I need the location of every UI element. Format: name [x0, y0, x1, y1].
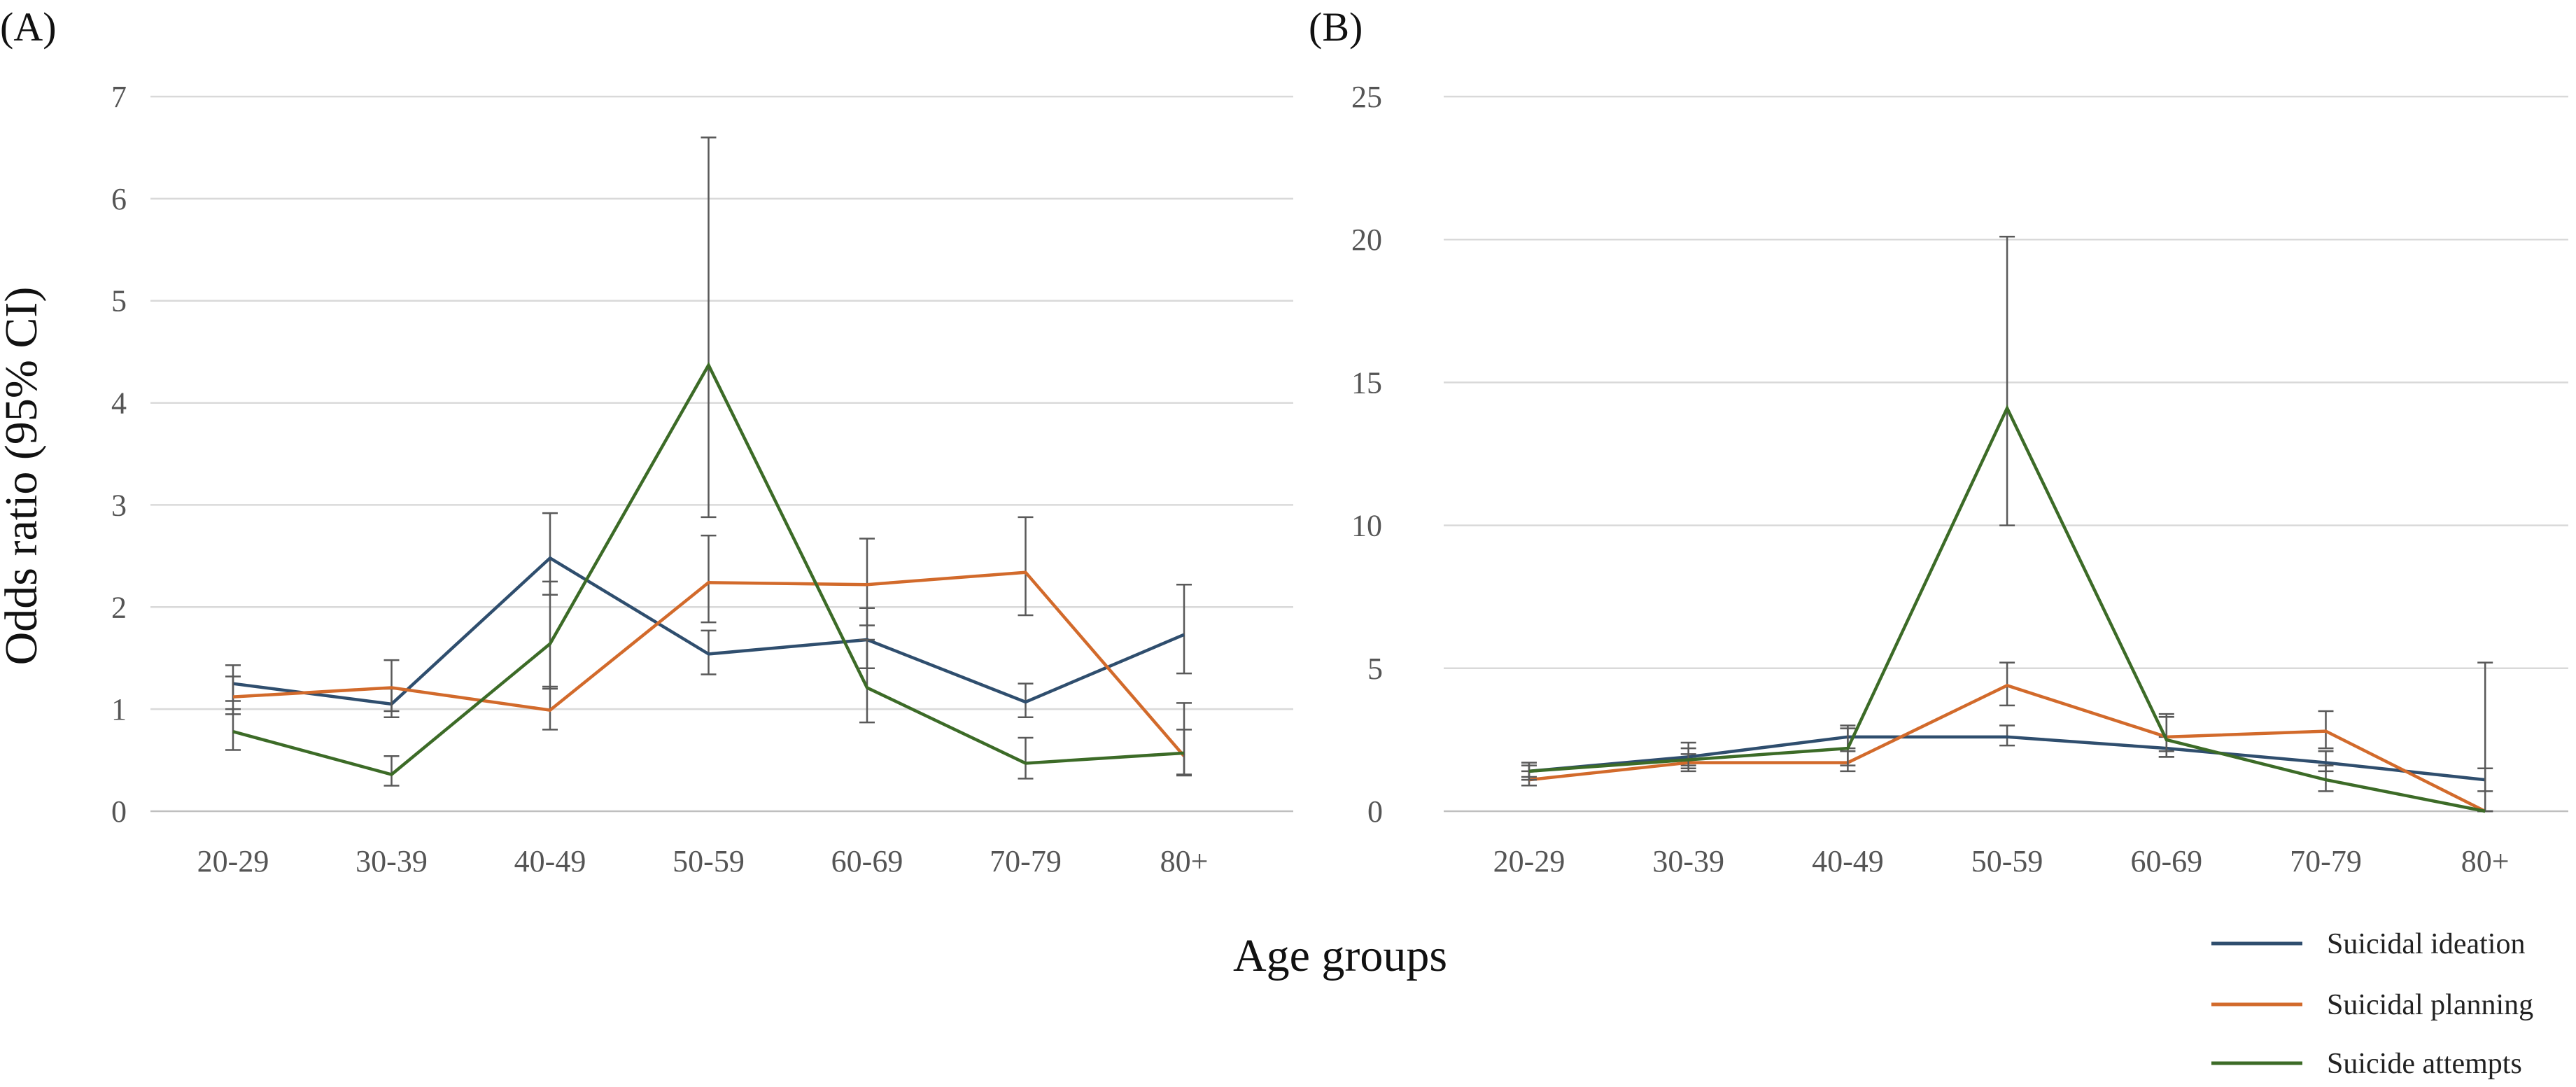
error-bar: [2477, 661, 2493, 813]
panel-b-series-suicidal-ideation: [1521, 724, 2493, 792]
series-line-suicide-attempts: [1528, 404, 2486, 813]
error-bar: [1999, 235, 2015, 526]
panel-b-x-tick-label: 20-29: [1493, 844, 1565, 878]
panel-b-series-suicide-attempts: [1521, 235, 2493, 813]
panel-b-x-tick-label: 30-39: [1652, 844, 1724, 878]
panel-a-gridlines: [150, 95, 1293, 813]
panel-a-series-suicidal-planning: [225, 516, 1192, 776]
panel-b-y-tick-label: 10: [1351, 509, 1382, 543]
panel-b-y-tick-label: 5: [1367, 652, 1383, 686]
panel-a-x-tick-label: 70-79: [990, 844, 1062, 878]
panel-b: (B) 0 5 10 15 20 25 20-29 30-39 40-49 50-59 60-69…: [1309, 4, 2568, 878]
panel-a-y-tick-label: 0: [111, 794, 127, 829]
panel-a: (A) 0 1 2 3 4 5 6 7 20-29 30-39 40-49 50-59 60-69 70…: [0, 4, 1293, 878]
error-bar: [1680, 741, 1696, 769]
error-bar: [1176, 702, 1192, 777]
panel-a-y-tick-label: 7: [111, 80, 127, 114]
error-bar: [225, 708, 241, 751]
panel-b-y-tick-label: 25: [1351, 80, 1382, 114]
panel-a-y-tick-label: 5: [111, 284, 127, 318]
panel-a-x-tick-label: 60-69: [831, 844, 903, 878]
panel-a-x-tick-label: 50-59: [673, 844, 745, 878]
panel-a-x-tick-label: 80+: [1160, 844, 1209, 878]
error-bar: [383, 755, 400, 787]
panel-b-x-tick-label: 40-49: [1812, 844, 1884, 878]
panel-a-x-tick-label: 40-49: [514, 844, 586, 878]
series-line-suicide-attempts: [232, 361, 1185, 776]
panel-b-y-tick-label: 15: [1351, 365, 1382, 400]
error-bar: [859, 538, 875, 626]
error-bar: [1018, 516, 1034, 617]
panel-a-series-suicide-attempts: [225, 136, 1192, 787]
legend-item-attempts: Suicide attempts: [2211, 1048, 2522, 1080]
panel-b-series: [1521, 235, 2493, 813]
series-line-suicidal-planning: [232, 570, 1185, 757]
panel-a-x-tick-label: 20-29: [197, 844, 269, 878]
error-bar: [542, 580, 558, 690]
legend-item-ideation: Suicidal ideation: [2211, 928, 2525, 960]
error-bar: [1018, 736, 1034, 780]
legend-item-planning: Suicidal planning: [2211, 989, 2533, 1021]
legend-label-ideation: Suicidal ideation: [2327, 928, 2525, 960]
panel-b-x-tick-label: 60-69: [2130, 844, 2202, 878]
panel-a-y-tick-label: 3: [111, 488, 127, 522]
error-bar: [383, 659, 400, 713]
legend-label-planning: Suicidal planning: [2327, 989, 2533, 1021]
error-bar: [859, 638, 875, 724]
x-axis-title: Age groups: [1233, 930, 1447, 981]
panel-a-series: [225, 136, 1192, 787]
panel-a-y-tick-label: 1: [111, 692, 127, 727]
panel-b-x-tick-label: 50-59: [1971, 844, 2043, 878]
y-axis-title: Odds ratio (95% CI): [0, 287, 47, 666]
panel-b-gridlines: [1444, 95, 2568, 813]
panel-b-x-tick-label: 80+: [2461, 844, 2510, 878]
panel-a-y-tick-label: 2: [111, 590, 127, 624]
panel-a-label: (A): [0, 4, 57, 50]
legend: Suicidal ideation Suicidal planning Suic…: [2211, 928, 2533, 1080]
panel-b-x-ticks: 20-29 30-39 40-49 50-59 60-69 70-79 80+: [1493, 844, 2510, 878]
error-bar: [2158, 713, 2174, 758]
panel-a-y-ticks: 0 1 2 3 4 5 6 7: [111, 80, 127, 829]
panel-b-y-tick-label: 0: [1367, 794, 1383, 829]
panel-a-y-tick-label: 4: [111, 386, 127, 421]
panel-b-label: (B): [1309, 4, 1363, 50]
panel-b-x-tick-label: 70-79: [2290, 844, 2362, 878]
panel-b-y-ticks: 0 5 10 15 20 25: [1351, 80, 1383, 829]
error-bar: [1176, 583, 1192, 675]
error-bar: [701, 136, 717, 519]
panel-b-y-tick-label: 20: [1351, 223, 1382, 257]
panel-a-x-tick-label: 30-39: [356, 844, 428, 878]
panel-a-y-tick-label: 6: [111, 182, 127, 216]
legend-label-attempts: Suicide attempts: [2327, 1048, 2522, 1080]
panel-a-x-ticks: 20-29 30-39 40-49 50-59 60-69 70-79 80+: [197, 844, 1209, 878]
error-bar: [701, 534, 717, 624]
